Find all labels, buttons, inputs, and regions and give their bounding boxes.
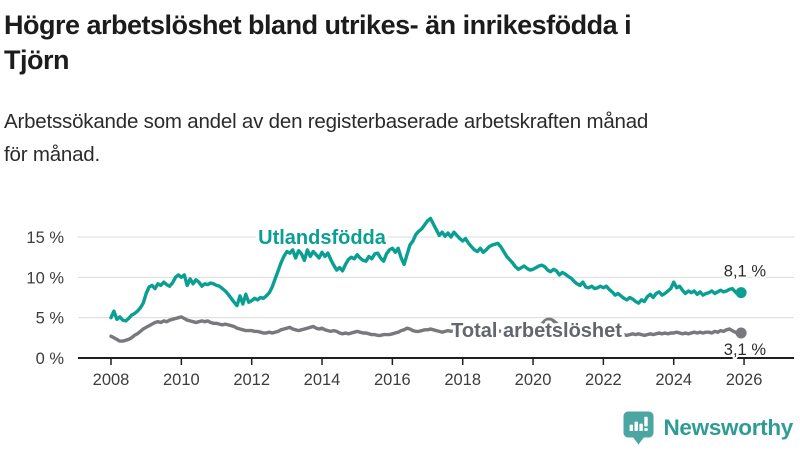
speech-bubble-shape	[623, 411, 654, 445]
x-tick-label: 2016	[374, 371, 411, 389]
chart-subtitle: Arbetssökande som andel av den registerb…	[4, 105, 796, 171]
end-value-label: 8,1 %	[724, 263, 767, 281]
bar-1-icon	[630, 424, 634, 431]
y-tick-label: 0 %	[36, 350, 65, 368]
x-tick-label: 2008	[93, 371, 130, 389]
newsworthy-logo: Newsworthy	[623, 411, 793, 445]
chart-header: Högre arbetslöshet bland utrikes- än inr…	[4, 2, 796, 172]
series-label: Utlandsfödda	[258, 227, 387, 249]
series-line	[109, 216, 743, 323]
bar-3-icon	[639, 423, 644, 431]
newsworthy-wordmark: Newsworthy	[663, 415, 793, 440]
end-value-label: 3,1 %	[724, 341, 767, 359]
y-tick-label: 5 %	[36, 310, 65, 328]
x-tick-label: 2014	[304, 371, 341, 389]
unemployment-line-chart: 0 % 5 % 10 % 15 % 2008 2010 2012 2014 2016 2018 20…	[26, 216, 794, 389]
x-tick-label: 2026	[726, 371, 763, 389]
chart-title-line-1: Högre arbetslöshet bland utrikes- än inr…	[4, 10, 632, 40]
series-label: Total arbetslöshet	[451, 320, 622, 342]
chart-subtitle-line-1: Arbetssökande som andel av den registerb…	[4, 110, 649, 134]
exclamation-stroke-icon	[644, 416, 649, 427]
series-end-dot	[735, 327, 747, 339]
y-tick-label: 10 %	[26, 269, 64, 287]
bar-2-icon	[634, 421, 639, 431]
y-tick-label: 15 %	[26, 229, 64, 247]
series-line	[109, 315, 743, 343]
newsworthy-speech-bubble-icon	[623, 411, 654, 445]
x-tick-label: 2020	[515, 371, 552, 389]
x-tick-label: 2012	[233, 371, 270, 389]
chart-title-line-2: Tjörn	[4, 45, 70, 76]
x-tick-label: 2018	[444, 371, 481, 389]
x-tick-label: 2010	[163, 371, 200, 389]
exclamation-dot-icon	[644, 428, 649, 431]
series-end-dot	[735, 287, 747, 299]
x-tick-label: 2022	[585, 371, 622, 389]
chart-title: Högre arbetslöshet bland utrikes- än inr…	[4, 8, 796, 78]
x-tick-label: 2024	[655, 371, 692, 389]
chart-subtitle-line-2: för månad.	[4, 143, 100, 167]
